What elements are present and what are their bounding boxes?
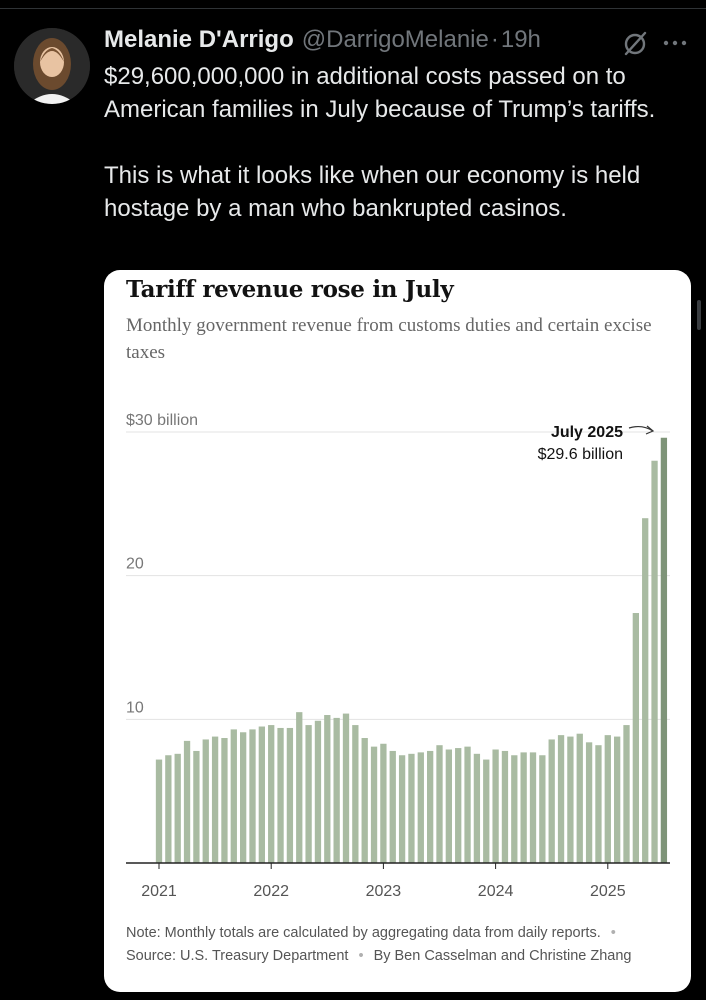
avatar-image	[14, 28, 90, 104]
time-separator: ·	[490, 26, 499, 53]
note-text: Note: Monthly totals are calculated by a…	[126, 925, 601, 941]
more-icon[interactable]	[660, 36, 690, 50]
bar	[529, 752, 537, 863]
bar	[455, 748, 462, 863]
bar	[324, 715, 331, 863]
tweet-paragraph-2: This is what it looks like when our econ…	[104, 162, 641, 222]
chart-card[interactable]: Tariff revenue rose in July Monthly gove…	[104, 270, 691, 992]
bar	[642, 518, 649, 863]
bar	[305, 725, 312, 863]
tweet-paragraph-1: $29,600,000,000 in additional costs pass…	[104, 63, 656, 123]
bar	[483, 759, 490, 863]
chart-note: Note: Monthly totals are calculated by a…	[126, 922, 666, 968]
bar	[211, 736, 219, 863]
bar	[380, 743, 387, 863]
bar	[202, 739, 209, 863]
bar	[614, 736, 621, 863]
grok-icon[interactable]	[620, 28, 650, 58]
bar	[632, 613, 639, 863]
bar	[520, 752, 527, 863]
bar	[567, 736, 574, 863]
bar	[576, 733, 583, 863]
bar	[240, 732, 247, 863]
annotation-label: July 2025	[551, 424, 623, 441]
x-tick-label: 2025	[590, 883, 626, 900]
bar	[314, 720, 322, 863]
source-text: Source: U.S. Treasury Department	[126, 948, 349, 964]
note-bullet-2: •	[358, 948, 364, 964]
bar	[660, 437, 668, 863]
chart-subtitle: Monthly government revenue from customs …	[126, 315, 652, 363]
bar	[417, 752, 424, 863]
bar	[286, 727, 294, 863]
bar	[473, 753, 481, 863]
x-tick-label: 2021	[141, 883, 177, 900]
post-time[interactable]: 19h	[500, 26, 541, 53]
bar	[398, 755, 406, 863]
bar	[174, 753, 181, 863]
bar	[501, 750, 509, 863]
x-tick-label: 2023	[366, 883, 402, 900]
tweet-text: $29,600,000,000 in additional costs pass…	[104, 60, 700, 225]
scrollbar[interactable]	[697, 300, 701, 330]
bar	[370, 746, 378, 863]
bar	[333, 717, 340, 863]
bar	[651, 460, 658, 863]
bar	[623, 725, 630, 863]
bar	[585, 742, 593, 863]
tariff-chart: $30 billion 20 10 2021 2022 2023 2024 2025 July …	[126, 412, 670, 900]
bar	[183, 740, 191, 863]
bar	[155, 759, 163, 863]
bar	[427, 750, 434, 863]
y-tick-label: 20	[126, 556, 144, 573]
bar	[389, 750, 396, 863]
avatar[interactable]	[14, 28, 90, 104]
annotation-arrowhead	[645, 425, 655, 435]
bar	[258, 726, 265, 863]
bar	[511, 755, 518, 863]
author-name[interactable]: Melanie D'Arrigo	[104, 26, 294, 53]
bar	[342, 713, 350, 863]
bar	[464, 746, 471, 863]
bar	[277, 727, 284, 863]
annotation-value: $29.6 billion	[538, 446, 623, 463]
bar	[539, 755, 546, 863]
x-tick-label: 2024	[478, 883, 514, 900]
bar	[165, 755, 172, 863]
bar	[492, 749, 499, 863]
bar	[193, 750, 200, 863]
bar	[296, 712, 303, 863]
note-bullet-1: •	[610, 925, 616, 941]
bar	[352, 725, 359, 863]
bar	[436, 745, 443, 863]
bar	[445, 749, 452, 863]
x-tick-label: 2022	[253, 883, 289, 900]
tweet-header: Melanie D'Arrigo @DarrigoMelanie · 19h	[104, 26, 541, 58]
bar	[361, 738, 368, 863]
bar	[408, 753, 415, 863]
byline-text: By Ben Casselman and Christine Zhang	[373, 948, 632, 964]
bar	[249, 729, 256, 863]
bar	[548, 739, 555, 863]
bar	[230, 729, 237, 863]
bar	[268, 725, 275, 863]
y-tick-label: $30 billion	[126, 412, 198, 429]
y-tick-label: 10	[126, 699, 144, 716]
bar	[595, 745, 602, 863]
author-handle[interactable]: @DarrigoMelanie	[301, 26, 489, 53]
bar	[221, 738, 228, 863]
bar	[604, 735, 611, 863]
top-divider	[0, 8, 706, 9]
chart-title: Tariff revenue rose in July	[126, 276, 454, 303]
bar	[557, 735, 565, 863]
